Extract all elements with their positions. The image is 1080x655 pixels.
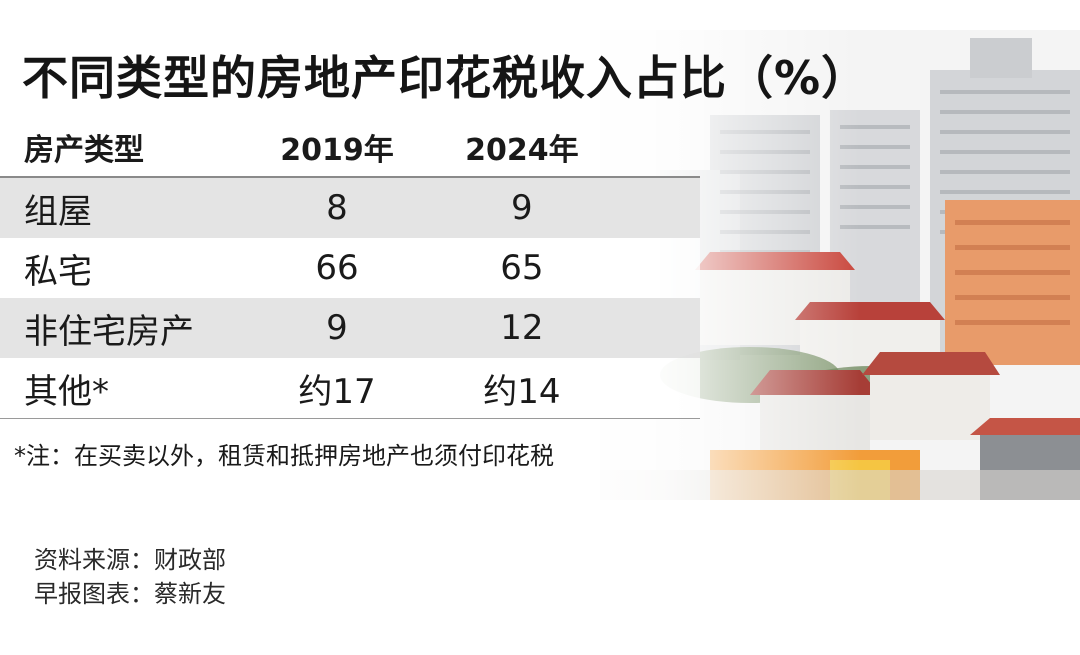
column-header-2019: 2019年 bbox=[244, 118, 430, 178]
column-header-type: 房产类型 bbox=[0, 118, 245, 178]
table-row: 组屋 8 9 bbox=[0, 177, 700, 238]
source-line: 资料来源：财政部 bbox=[34, 546, 226, 574]
row-category: 组屋 bbox=[0, 177, 245, 238]
row-category: 其他* bbox=[0, 358, 245, 419]
credit-line: 早报图表：蔡新友 bbox=[34, 580, 226, 608]
table-row: 其他* 约17 约14 bbox=[0, 358, 700, 419]
row-category: 私宅 bbox=[0, 238, 245, 298]
value-2024: 约14 bbox=[429, 358, 615, 419]
table-row: 非住宅房产 9 12 bbox=[0, 298, 700, 358]
row-spacer bbox=[614, 298, 700, 358]
value-2024: 12 bbox=[429, 298, 615, 358]
row-category: 非住宅房产 bbox=[0, 298, 245, 358]
value-2019: 约17 bbox=[244, 358, 430, 419]
row-spacer bbox=[614, 358, 700, 419]
table-row: 私宅 66 65 bbox=[0, 238, 700, 298]
chart-title: 不同类型的房地产印花税收入占比（%） bbox=[22, 51, 869, 105]
value-2024: 65 bbox=[429, 238, 615, 298]
row-spacer bbox=[614, 177, 700, 238]
footnote: *注：在买卖以外，租赁和抵押房地产也须付印花税 bbox=[14, 442, 554, 470]
value-2019: 9 bbox=[244, 298, 430, 358]
row-spacer bbox=[614, 238, 700, 298]
column-header-2024: 2024年 bbox=[429, 118, 615, 178]
header-spacer bbox=[614, 118, 700, 178]
value-2024: 9 bbox=[429, 177, 615, 238]
value-2019: 66 bbox=[244, 238, 430, 298]
stamp-duty-table: 房产类型 2019年 2024年 组屋 8 9 私宅 66 65 非住宅房产 9… bbox=[0, 118, 700, 419]
value-2019: 8 bbox=[244, 177, 430, 238]
table-header-row: 房产类型 2019年 2024年 bbox=[0, 118, 700, 178]
